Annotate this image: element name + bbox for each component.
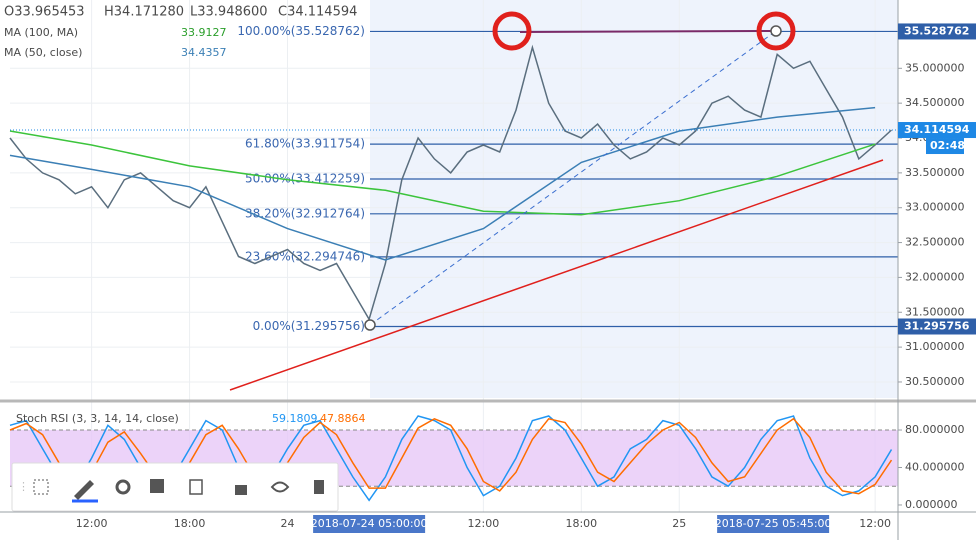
fib-zone (370, 0, 898, 398)
x-tick-label: 12:00 (468, 517, 500, 530)
stoch-k-value: 59.1809 (272, 412, 318, 425)
y-tick-label: 31.000000 (905, 340, 965, 353)
series-line (9, 130, 876, 216)
price-label-box (898, 318, 976, 335)
toolbar-bg (11, 462, 339, 512)
ohlc-low: L33.948600 (190, 5, 268, 20)
fib-label: 100.00%(35.528762) (237, 24, 365, 38)
x-tick-label: 12:00 (76, 517, 108, 530)
stoch-title: Stoch RSI (3, 3, 14, 14, close) (16, 412, 179, 425)
y-tick-label: 33.000000 (905, 201, 965, 214)
time-highlight-box (313, 515, 426, 533)
ohlc-open: O33.965453 (4, 5, 85, 20)
fib-label: 50.00%(33.412259) (245, 171, 365, 185)
ohlc-close: C34.114594 (278, 5, 357, 20)
ma50-legend: MA (50, close) (4, 46, 82, 59)
price-label-box (898, 122, 976, 139)
y-tick-label: 34.500000 (905, 96, 965, 109)
y-tick-label: 80.000000 (905, 423, 965, 436)
drawing-toolbar: ⋮ (11, 462, 339, 512)
price-label-box (898, 23, 976, 40)
ma50-value: 34.4357 (181, 46, 227, 59)
select-tool[interactable] (33, 479, 49, 495)
pen-tool[interactable] (74, 480, 94, 500)
price-label: 34.114594 (904, 123, 970, 136)
anchor-point[interactable] (364, 319, 376, 331)
y-tick-label: 30.500000 (905, 375, 965, 388)
y-tick-label: 40.000000 (905, 460, 965, 473)
series-line (9, 106, 876, 261)
ma100-value: 33.9127 (181, 26, 227, 39)
countdown-box (926, 138, 964, 155)
clone-tool[interactable] (189, 479, 203, 495)
fib-label: 0.00%(31.295756) (253, 319, 365, 333)
resistance-line (519, 30, 777, 33)
drag-handle[interactable]: ⋮ (18, 480, 29, 493)
fib-label: 23.60%(32.294746) (245, 249, 365, 263)
y-tick-label: 31.500000 (905, 305, 965, 318)
anchor-point[interactable] (770, 25, 782, 37)
ohlc-high: H34.171280 (104, 5, 184, 20)
price-label: 31.295756 (904, 320, 970, 333)
fib-base-line (369, 30, 777, 326)
x-tick-label: 18:00 (174, 517, 206, 530)
trend-line (229, 159, 884, 391)
y-tick-label: 33.500000 (905, 166, 965, 179)
highlight-circle (756, 11, 796, 51)
x-tick-label: 18:00 (565, 517, 597, 530)
settings-tool[interactable] (115, 479, 131, 495)
series-line (9, 44, 893, 322)
ma100-legend: MA (100, MA) (4, 26, 78, 39)
y-tick-label: 32.000000 (905, 270, 965, 283)
stoch-d-value: 47.8864 (320, 412, 366, 425)
countdown: 02:48 (930, 139, 965, 152)
visibility-tool[interactable] (270, 481, 290, 493)
y-tick-label: 35.000000 (905, 61, 965, 74)
price-label: 35.528762 (904, 24, 969, 37)
fib-label: 38.20%(32.912764) (245, 206, 365, 220)
x-tick-label: 12:00 (859, 517, 891, 530)
x-tick-label: 24 (281, 517, 295, 530)
time-highlight-box (717, 515, 830, 533)
price-panel: 35.00000034.50000034.00000033.50000033.0… (9, 0, 965, 512)
fib-label: 61.80%(33.911754) (245, 137, 365, 151)
layer-tool[interactable] (150, 479, 164, 493)
x-tick-label: 25 (672, 517, 686, 530)
highlight-circle (492, 11, 532, 51)
lock-tool[interactable] (235, 485, 247, 495)
y-tick-label: 0.000000 (905, 498, 958, 511)
time-highlight: 2018-07-25 05:45:00 (715, 517, 832, 530)
y-tick-label: 32.500000 (905, 236, 965, 249)
delete-tool[interactable] (314, 480, 324, 494)
time-highlight: 2018-07-24 05:00:00 (311, 517, 428, 530)
